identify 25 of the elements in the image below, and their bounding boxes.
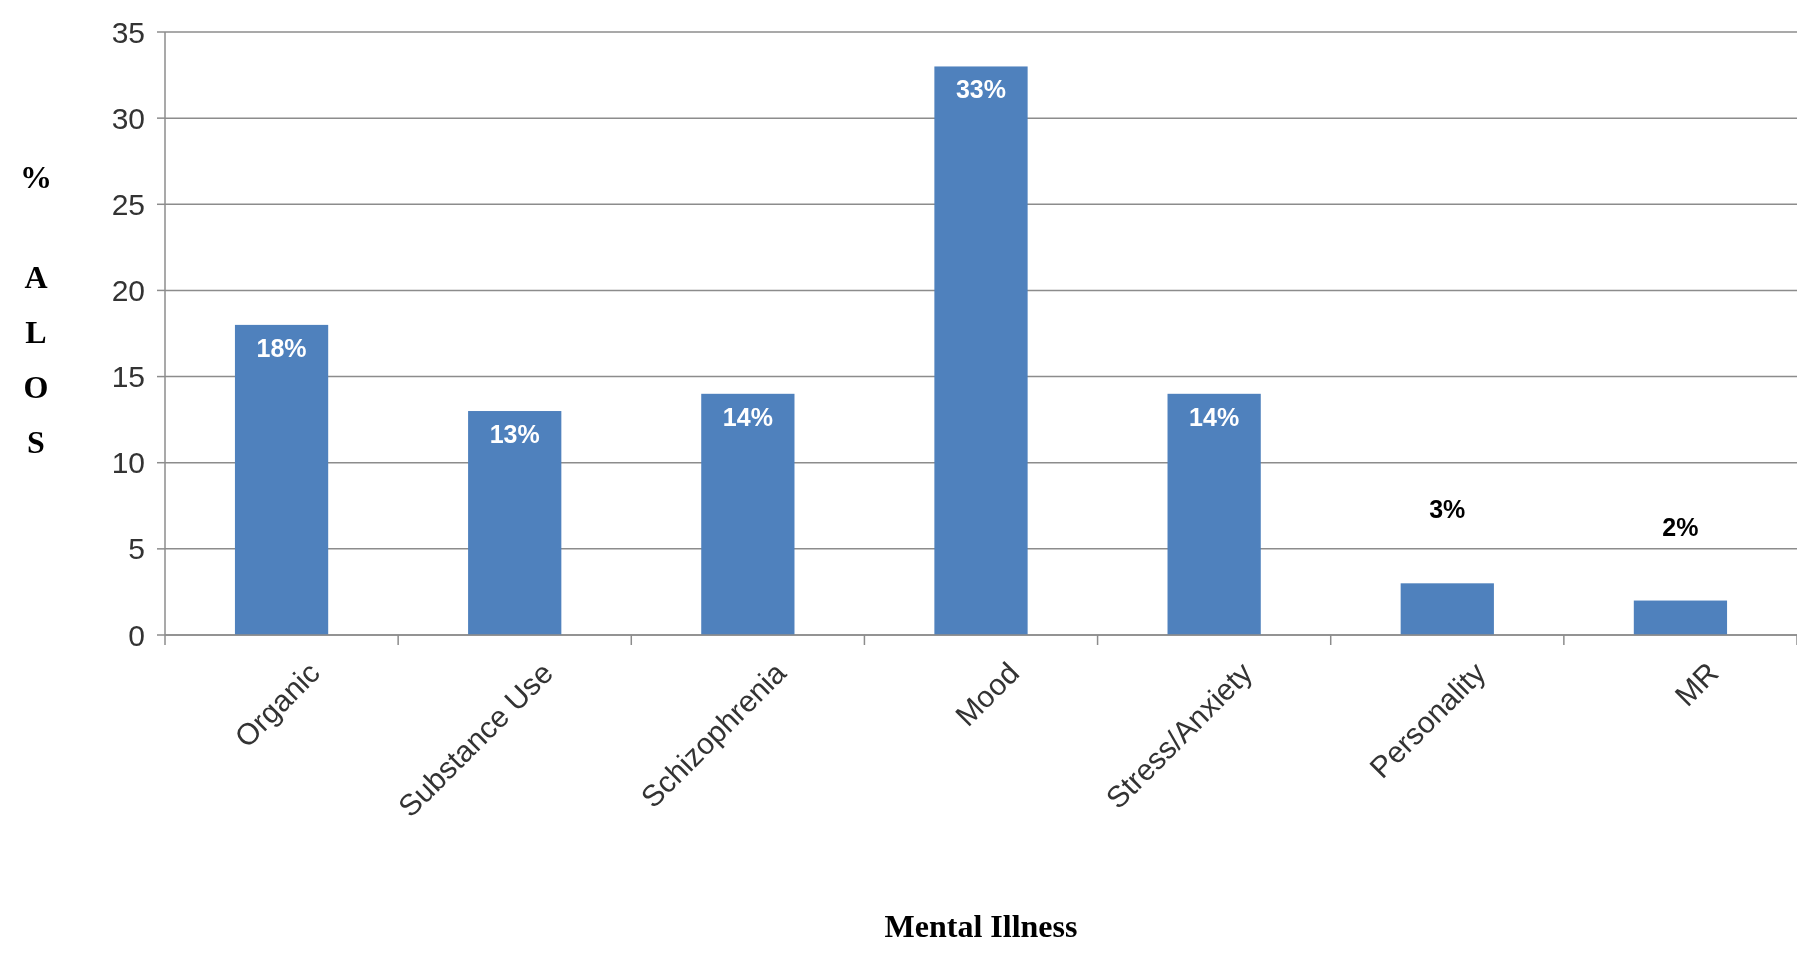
data-label: 14% (1189, 402, 1240, 431)
y-tick-label: 30 (111, 101, 145, 135)
text: % ALOS (20, 159, 52, 460)
data-label: 13% (489, 420, 540, 449)
y-tick-label: 0 (128, 618, 145, 652)
x-tick-label: MR (1668, 655, 1725, 713)
y-tick-label: 5 (128, 532, 145, 566)
y-tick-label: 20 (111, 273, 145, 307)
data-label: 3% (1429, 495, 1466, 524)
data-label: 2% (1662, 512, 1699, 541)
data-label: 18% (256, 333, 307, 362)
x-axis-title: Mental Illness (884, 908, 1078, 944)
bar (934, 66, 1028, 635)
y-tick-label: 25 (111, 187, 145, 221)
y-tick-label: 15 (111, 360, 145, 394)
y-tick-label: 10 (111, 446, 145, 480)
bar (1633, 600, 1728, 635)
y-tick-label: 35 (111, 15, 145, 49)
bar (1400, 583, 1494, 635)
bar (701, 393, 795, 635)
data-label: 14% (722, 402, 773, 431)
bar (1167, 393, 1261, 635)
bar (234, 324, 329, 635)
data-label: 33% (955, 75, 1007, 104)
bar (468, 411, 562, 635)
